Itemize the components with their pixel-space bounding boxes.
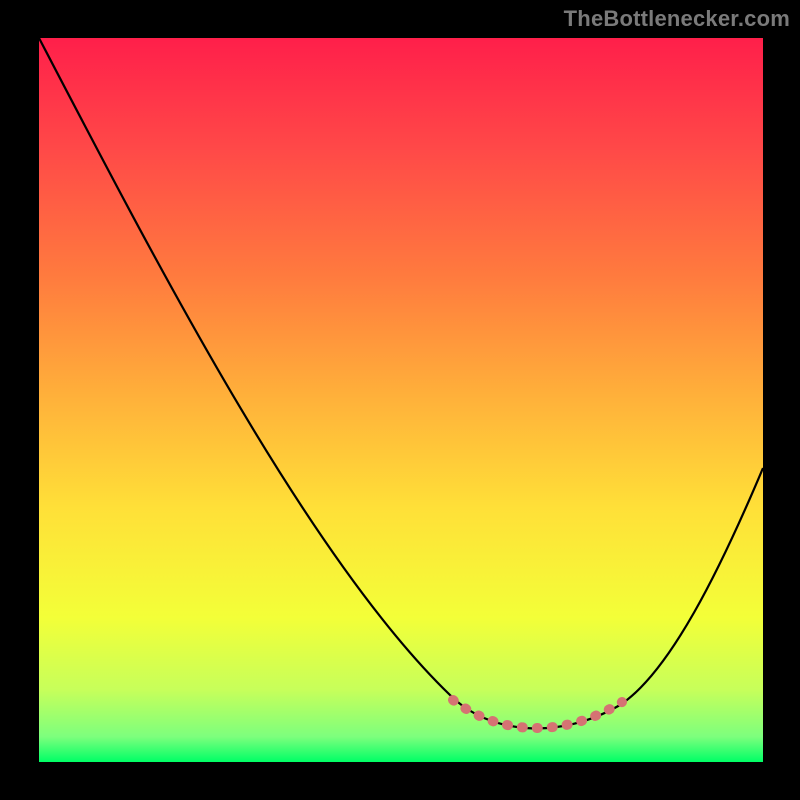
chart-svg bbox=[0, 0, 800, 800]
chart-canvas: TheBottlenecker.com bbox=[0, 0, 800, 800]
plot-background bbox=[39, 38, 763, 762]
